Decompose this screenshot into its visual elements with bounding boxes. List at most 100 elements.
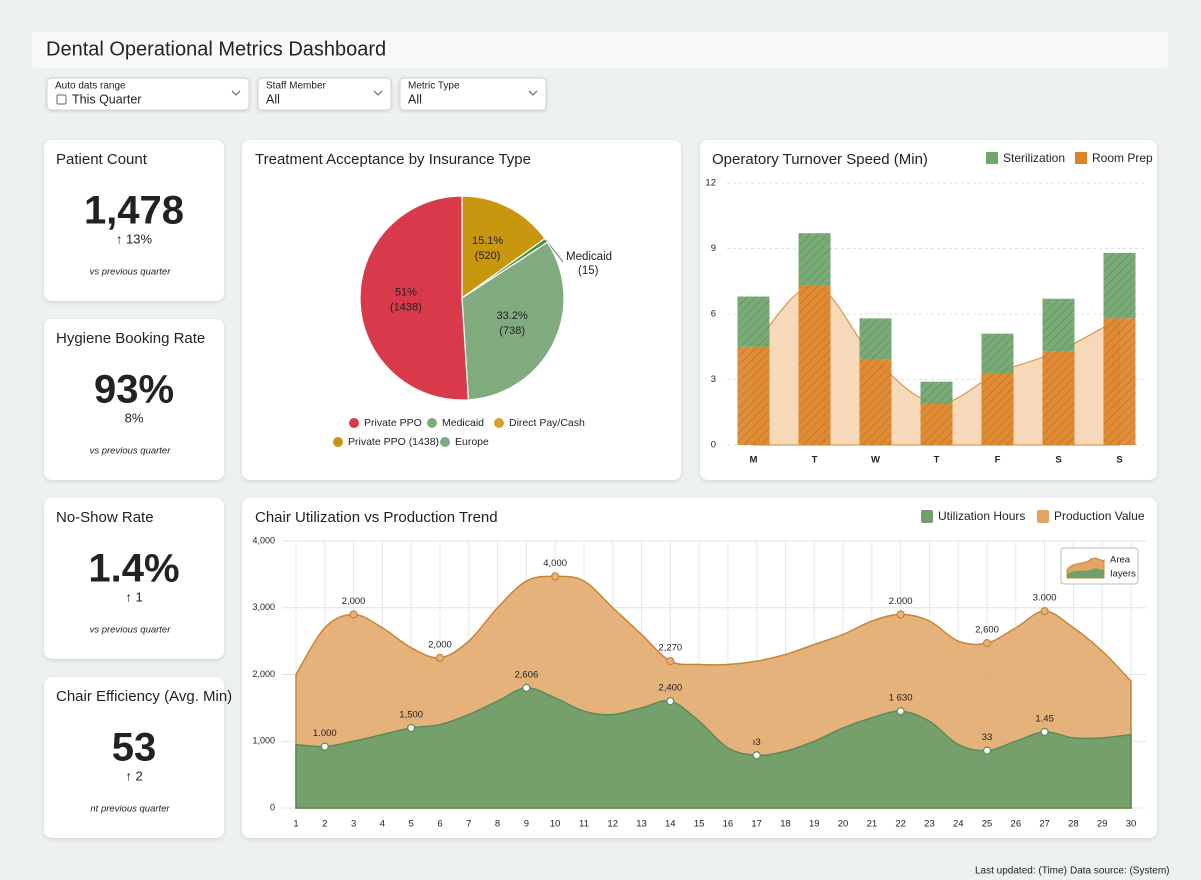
chart-title: Treatment Acceptance by Insurance Type: [255, 151, 531, 168]
point-label: 4,000: [543, 558, 567, 569]
x-tick-label: 28: [1068, 819, 1079, 830]
x-tick-label: 10: [550, 819, 561, 830]
legend-swatch: [986, 152, 998, 164]
x-tick-label: S: [1116, 455, 1122, 466]
x-tick-label: 14: [665, 819, 676, 830]
kpi-change: ↑ 2: [125, 768, 142, 783]
x-tick-label: 6: [437, 819, 442, 830]
bar-texture: [981, 372, 1014, 445]
x-tick-label: 22: [895, 819, 906, 830]
data-source: Data source: (System): [1070, 866, 1169, 877]
slice-label: 33.2%: [497, 310, 528, 322]
x-tick-label: 8: [495, 819, 500, 830]
legend-swatch: [1037, 510, 1049, 523]
inset-icon: [1067, 568, 1104, 578]
y-tick-label: 12: [705, 178, 716, 189]
legend-label: Direct Pay/Cash: [509, 417, 585, 429]
point-marker: [666, 697, 675, 706]
kpi-card: [44, 319, 224, 480]
pie-slice: [461, 195, 546, 300]
point-label: 3.000: [1033, 593, 1057, 604]
point-label: 1.45: [1035, 713, 1054, 724]
y-tick-label: 0: [270, 802, 275, 812]
bar-texture: [798, 233, 831, 286]
kpi-value: 1.4%: [88, 547, 179, 591]
x-tick-label: 29: [1097, 819, 1108, 830]
legend-swatch: [494, 418, 504, 428]
point-label: 2,606: [514, 669, 538, 680]
kpi-note: vs previous quarter: [90, 446, 172, 457]
x-tick-label: 18: [780, 819, 791, 830]
kpi-note: vs previous quarter: [90, 625, 172, 636]
kpi-title: No-Show Rate: [56, 509, 154, 526]
point-label: 2,600: [975, 625, 999, 636]
callout-count: (15): [578, 265, 599, 277]
legend-label: Medicaid: [442, 417, 484, 429]
y-tick-label: 0: [711, 440, 716, 451]
filter-dropdown[interactable]: [46, 77, 250, 111]
bar-texture: [737, 346, 770, 445]
kpi-change: ↑ 1: [125, 589, 142, 604]
filter-dropdown[interactable]: [399, 77, 547, 111]
legend-swatch: [1075, 152, 1087, 164]
x-tick-label: 27: [1039, 819, 1050, 830]
legend-swatch: [921, 510, 933, 523]
last-updated: Last updated: (Time): [975, 866, 1067, 877]
x-tick-label: M: [750, 455, 758, 466]
slice-label: 51%: [395, 287, 417, 299]
legend-swatch: [427, 418, 437, 428]
filter-dropdown[interactable]: [257, 77, 392, 111]
y-tick-label: 6: [711, 309, 716, 320]
y-tick-label: 3,000: [252, 602, 275, 612]
chart-title: Chair Utilization vs Production Trend: [255, 509, 498, 526]
x-tick-label: 24: [953, 819, 964, 830]
chevron: [528, 90, 538, 96]
filter-value: All: [266, 92, 280, 106]
x-tick-label: 5: [409, 819, 414, 830]
bar-texture: [798, 285, 831, 445]
kpi-card: [44, 140, 224, 301]
page-title: Dental Operational Metrics Dashboard: [46, 38, 386, 60]
x-tick-label: 13: [636, 819, 647, 830]
point-label: 33: [982, 732, 993, 743]
legend-label: Sterilization: [1003, 151, 1065, 165]
inset-legend-label: Iayers: [1110, 569, 1136, 580]
kpi-title: Patient Count: [56, 151, 148, 168]
legend-swatch: [440, 437, 450, 447]
bar-texture: [920, 403, 953, 445]
point-marker: [551, 572, 560, 581]
x-tick-label: 21: [867, 819, 878, 830]
point-marker: [982, 746, 992, 755]
legend-label: Private PPO: [364, 417, 422, 429]
point-marker: [666, 657, 675, 666]
x-tick-label: 23: [924, 819, 935, 830]
point-label: 1.000: [313, 728, 337, 739]
bar-texture: [981, 333, 1014, 373]
bar-texture: [737, 296, 770, 347]
bar-texture: [1103, 318, 1136, 445]
point-label: 2,000: [342, 596, 366, 607]
legend-swatch: [333, 437, 343, 447]
x-tick-label: T: [934, 455, 940, 466]
x-tick-label: F: [995, 455, 1001, 466]
pie-slice: [359, 195, 470, 401]
bar-texture: [1103, 252, 1136, 319]
x-tick-label: 26: [1011, 819, 1022, 830]
legend-label: Utilization Hours: [938, 509, 1025, 523]
point-marker: [349, 610, 358, 619]
kpi-title: Hygiene Booking Rate: [56, 330, 205, 347]
point-marker: [407, 723, 416, 733]
legend-label: Europe: [455, 436, 489, 448]
chevron: [231, 90, 241, 96]
x-tick-label: 11: [579, 819, 589, 830]
callout-label: Medicaid: [566, 251, 612, 263]
point-marker: [752, 751, 761, 760]
area-series: [295, 687, 1132, 809]
x-tick-label: 12: [607, 819, 618, 830]
x-tick-label: 15: [694, 819, 705, 830]
legend-swatch: [349, 418, 359, 428]
slice-label: 15.1%: [472, 235, 503, 247]
x-tick-label: 20: [838, 819, 849, 830]
kpi-value: 53: [112, 726, 157, 770]
